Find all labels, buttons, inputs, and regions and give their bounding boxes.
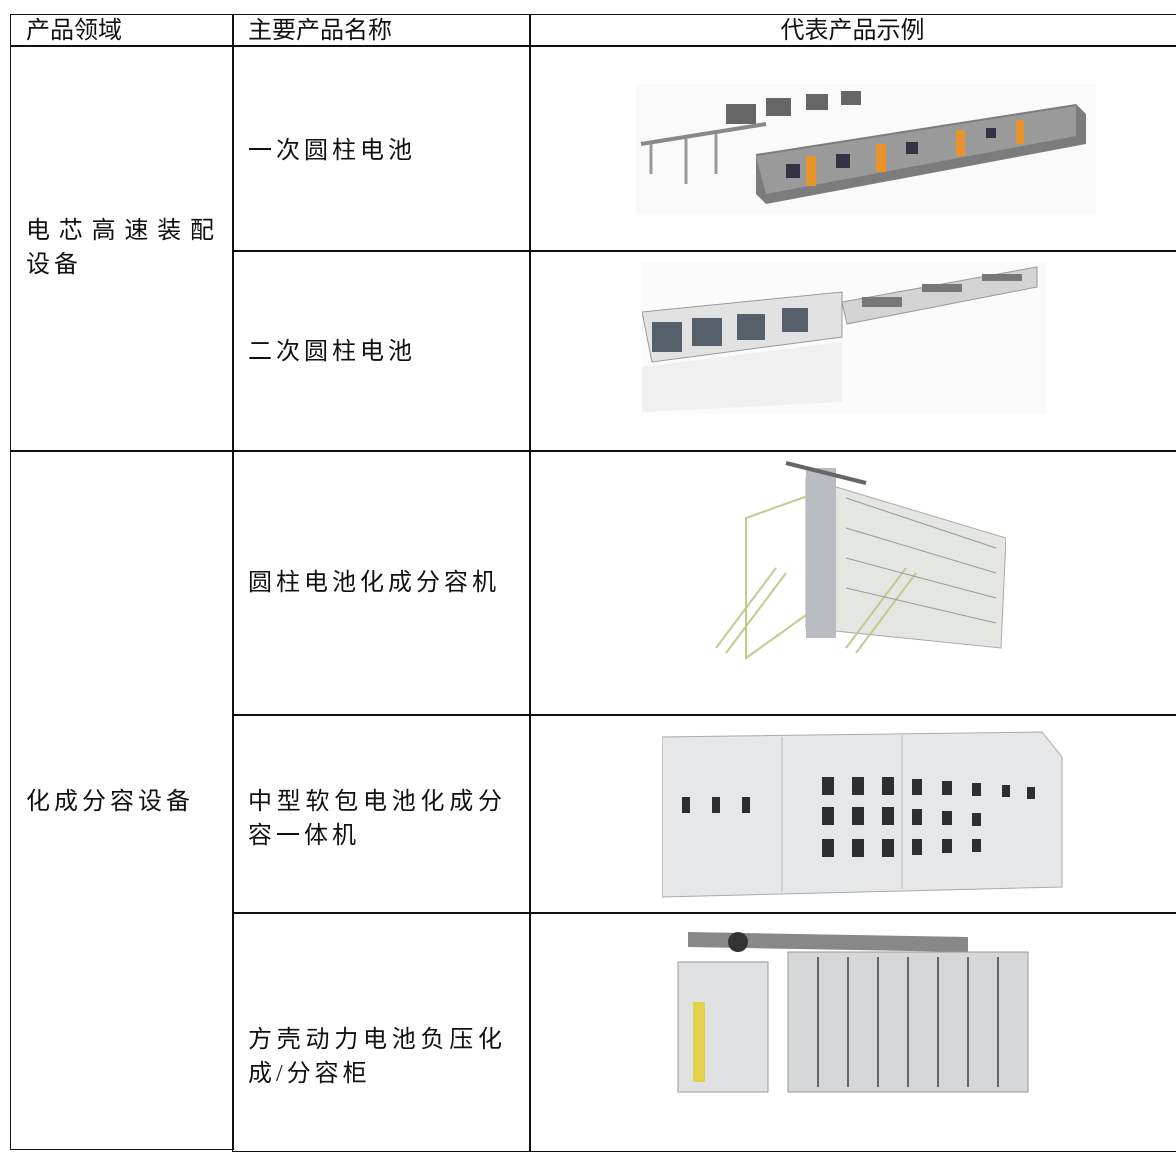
image-cell bbox=[529, 714, 1176, 914]
product-image bbox=[662, 731, 1063, 898]
domain-cell bbox=[10, 45, 234, 452]
header-text: 主要产品名称 bbox=[248, 18, 392, 44]
image-cell bbox=[529, 250, 1176, 452]
product-cell bbox=[232, 450, 531, 716]
product-cell bbox=[232, 714, 531, 914]
product-cell bbox=[232, 45, 531, 252]
product-text: 一次圆柱电池 bbox=[248, 138, 416, 164]
product-text: 二次圆柱电池 bbox=[248, 339, 416, 365]
product-image bbox=[715, 461, 1006, 660]
domain-text: 电芯高速装配设备 bbox=[26, 218, 218, 278]
header-cell bbox=[10, 14, 234, 47]
image-cell bbox=[529, 45, 1176, 252]
product-image bbox=[677, 932, 1029, 1093]
domain-text: 化成分容设备 bbox=[26, 789, 194, 815]
product-text: 方壳动力电池负压化成/分容柜 bbox=[248, 1027, 506, 1087]
product-text: 中型软包电池化成分容一体机 bbox=[248, 789, 506, 849]
header-cell bbox=[529, 14, 1176, 47]
product-image bbox=[642, 262, 1047, 414]
header-text: 产品领域 bbox=[26, 18, 122, 44]
header-text: 代表产品示例 bbox=[780, 18, 925, 44]
header-cell bbox=[232, 14, 531, 47]
image-cell bbox=[529, 450, 1176, 716]
product-text: 圆柱电池化成分容机 bbox=[248, 570, 500, 596]
product-image bbox=[636, 84, 1096, 214]
product-cell bbox=[232, 250, 531, 452]
